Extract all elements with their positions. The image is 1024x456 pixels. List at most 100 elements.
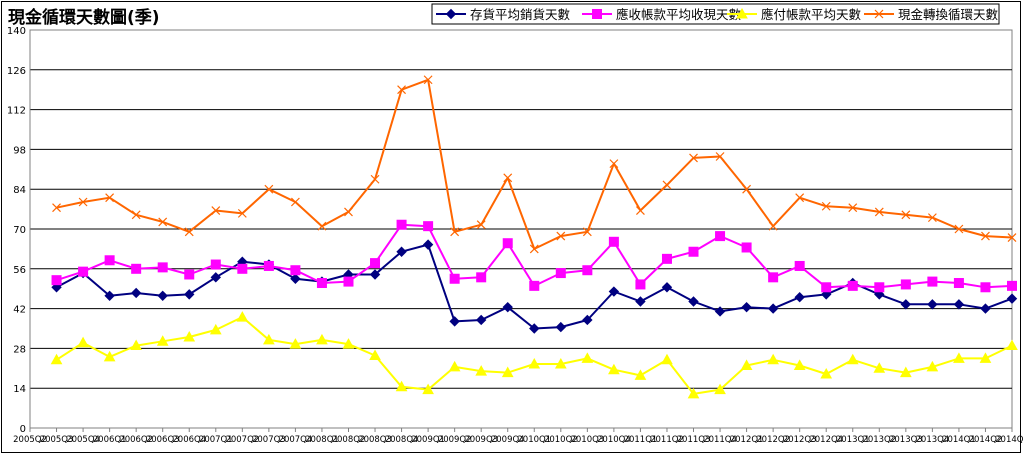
data-point xyxy=(78,266,89,277)
x-marker-stroke xyxy=(795,193,805,203)
x-marker-stroke xyxy=(264,184,274,194)
data-point xyxy=(873,362,886,373)
x-marker-stroke xyxy=(184,227,194,237)
data-point xyxy=(768,272,779,283)
x-marker-stroke xyxy=(105,193,115,203)
y-tick-label: 70 xyxy=(13,225,26,236)
data-point xyxy=(1007,280,1017,291)
data-point xyxy=(662,180,672,190)
data-point xyxy=(130,339,143,351)
data-point xyxy=(793,359,806,370)
data-point xyxy=(846,353,859,365)
data-point xyxy=(502,301,513,313)
data-point xyxy=(448,360,461,372)
data-point xyxy=(529,323,540,334)
data-point xyxy=(290,197,300,207)
data-point xyxy=(635,279,646,290)
data-point xyxy=(820,367,833,379)
x-tick-label: 2006Q1 xyxy=(93,435,127,445)
data-point xyxy=(51,275,62,286)
x-tick-label: 2006Q4 xyxy=(172,435,206,445)
x-tick-label: 2011Q3 xyxy=(677,435,711,445)
data-point xyxy=(449,273,460,284)
data-point xyxy=(131,263,142,274)
data-point xyxy=(874,282,885,293)
data-point xyxy=(50,353,63,365)
data-point xyxy=(767,353,779,365)
x-marker-stroke xyxy=(636,206,645,215)
x-tick-label: 2011Q4 xyxy=(703,435,737,445)
data-point xyxy=(979,352,992,363)
data-point xyxy=(848,203,858,213)
data-point xyxy=(183,330,196,342)
data-point xyxy=(157,290,168,302)
data-point xyxy=(768,221,778,231)
x-marker-stroke xyxy=(290,197,300,207)
data-point xyxy=(556,231,566,241)
x-marker-stroke xyxy=(768,221,778,231)
data-point xyxy=(794,292,805,303)
x-marker-stroke xyxy=(450,227,460,237)
legend-marker xyxy=(874,9,884,19)
x-marker-stroke xyxy=(715,152,725,161)
data-point xyxy=(52,203,61,213)
data-point xyxy=(396,246,407,257)
data-point xyxy=(634,369,647,380)
x-marker-stroke xyxy=(237,208,247,218)
x-marker-stroke xyxy=(423,75,433,85)
data-point xyxy=(927,299,938,310)
series-line xyxy=(56,78,1013,250)
x-tick-label: 2012Q4 xyxy=(809,435,843,445)
data-point xyxy=(899,366,912,378)
x-tick-label: 2011Q2 xyxy=(650,435,684,445)
x-tick-label: 2012Q3 xyxy=(783,435,817,445)
data-point xyxy=(396,219,407,230)
data-point xyxy=(317,221,327,231)
x-marker-stroke xyxy=(370,174,380,184)
data-point xyxy=(476,272,487,283)
chart-title: 現金循環天數圖(季) xyxy=(8,8,160,28)
data-point xyxy=(927,276,938,287)
x-marker-stroke xyxy=(317,221,327,231)
data-point xyxy=(688,246,699,257)
x-tick-label: 2008Q2 xyxy=(332,435,366,445)
data-point xyxy=(582,314,593,326)
x-tick-label: 2005Q2 xyxy=(13,435,47,445)
data-point xyxy=(184,227,194,237)
data-point xyxy=(104,255,115,266)
y-tick-label: 98 xyxy=(13,145,26,156)
data-point xyxy=(1007,233,1017,242)
x-marker-stroke xyxy=(874,207,884,217)
data-point xyxy=(449,316,460,327)
legend: 存貨平均銷貨天數 應收帳款平均收現天數 應付帳款平均天數 現金轉換循環天數 xyxy=(431,3,1000,25)
x-tick-label: 2009Q2 xyxy=(438,435,472,445)
x-tick-label: 2013Q4 xyxy=(916,435,950,445)
data-point xyxy=(741,242,752,253)
data-point xyxy=(503,173,513,183)
data-point xyxy=(501,366,514,378)
x-tick-label: 2007Q1 xyxy=(199,435,233,445)
x-marker-stroke xyxy=(78,197,88,207)
x-tick-label: 2008Q3 xyxy=(358,435,392,445)
x-tick-label: 2006Q3 xyxy=(146,435,180,445)
data-point xyxy=(821,201,831,211)
x-marker-stroke xyxy=(556,231,566,241)
x-tick-label: 2007Q3 xyxy=(252,435,286,445)
data-point xyxy=(210,272,221,283)
data-point xyxy=(954,224,964,234)
data-point xyxy=(742,184,752,194)
x-marker-stroke xyxy=(609,159,619,169)
x-marker-stroke xyxy=(848,203,858,213)
x-marker-stroke xyxy=(874,9,884,19)
data-point xyxy=(237,208,247,218)
data-point xyxy=(661,353,673,365)
axis-layer: 0 14 28 42 56 70 84 98 112 126 140 2005Q22005Q32005… xyxy=(7,26,1024,445)
data-point xyxy=(1006,293,1018,304)
data-point xyxy=(342,338,355,349)
data-point xyxy=(689,153,698,163)
x-marker-stroke xyxy=(582,227,592,237)
x-tick-label: 2007Q4 xyxy=(279,435,313,445)
data-point xyxy=(609,159,619,169)
data-point xyxy=(847,280,858,291)
